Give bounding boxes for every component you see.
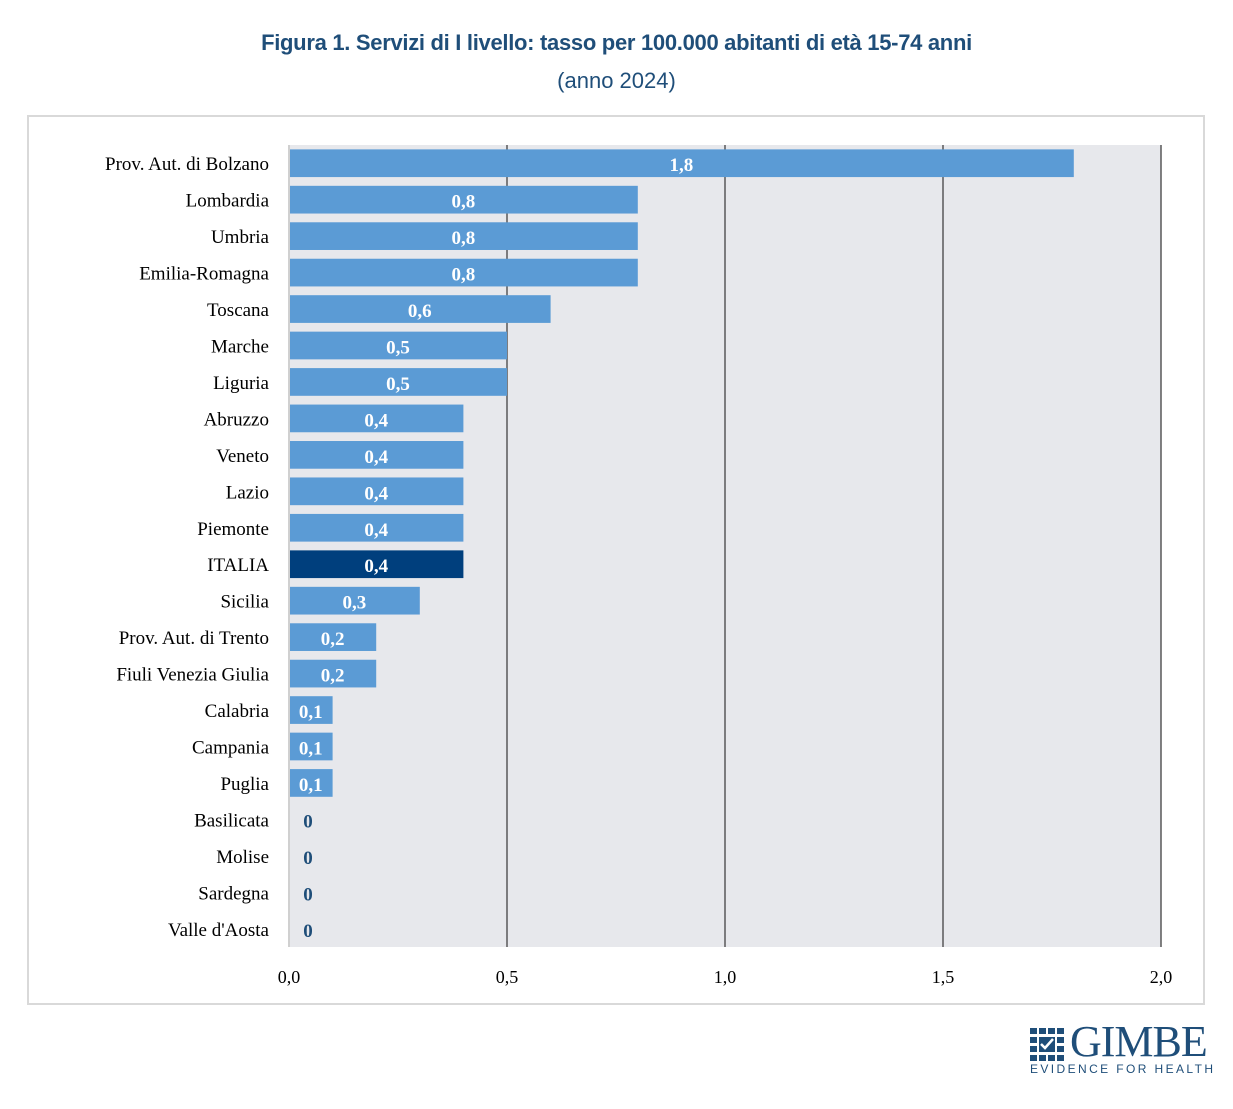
bar	[290, 295, 551, 323]
category-label: Campania	[192, 738, 270, 759]
bar	[290, 586, 420, 615]
chart-frame	[27, 115, 1205, 1005]
category-label: Toscana	[207, 300, 270, 321]
category-label: Piemonte	[197, 519, 269, 540]
x-tick-label: 1,5	[932, 967, 955, 987]
category-label: Marche	[211, 337, 269, 358]
value-label: 1,8	[670, 155, 694, 176]
category-label: Emilia-Romagna	[139, 264, 269, 285]
bar	[290, 659, 377, 688]
bar	[290, 149, 1074, 178]
category-label: Liguria	[213, 373, 269, 394]
x-axis-ticks: 0,0 0,5 1,0 1,5 2,0	[278, 967, 1173, 987]
value-label: 0,2	[321, 666, 345, 687]
value-label: 0,8	[452, 192, 476, 213]
value-label: 0,3	[343, 593, 367, 614]
value-label: 0,4	[364, 447, 388, 468]
value-label: 0	[303, 921, 313, 942]
value-label: 0,1	[299, 739, 323, 760]
bar	[290, 696, 333, 724]
value-label: 0,1	[299, 702, 323, 723]
value-label: 0,4	[364, 520, 388, 541]
category-label: Lombardia	[186, 191, 270, 212]
category-label: Umbria	[211, 227, 270, 248]
bar	[290, 441, 464, 469]
bar	[290, 331, 507, 360]
category-label: Prov. Aut. di Trento	[119, 628, 269, 649]
category-label: ITALIA	[207, 555, 269, 576]
category-label: Sicilia	[220, 592, 269, 613]
bar	[290, 368, 507, 396]
value-label: 0	[303, 811, 313, 832]
chart-title: Figura 1. Servizi di I livello: tasso pe…	[261, 30, 972, 55]
category-label: Puglia	[220, 774, 269, 795]
gridlines	[288, 145, 1162, 947]
x-tick-label: 0,5	[496, 967, 519, 987]
bar-italia	[290, 550, 464, 579]
category-label: Veneto	[216, 446, 269, 467]
category-label: Fiuli Venezia Giulia	[116, 665, 269, 686]
category-label: Calabria	[205, 701, 270, 722]
logo-tagline: EVIDENCE FOR HEALTH	[1030, 1062, 1216, 1076]
category-label: Sardegna	[198, 883, 269, 904]
bar	[290, 404, 464, 433]
value-label: 0,2	[321, 629, 345, 650]
bar	[290, 769, 333, 797]
value-label: 0	[303, 848, 313, 869]
category-label: Basilicata	[194, 810, 269, 831]
category-label: Prov. Aut. di Bolzano	[105, 154, 269, 175]
logo-name: GIMBE	[1070, 1017, 1208, 1066]
value-label: 0,1	[299, 775, 323, 796]
value-label: 0,4	[364, 556, 388, 577]
bar	[290, 222, 638, 250]
chart-subtitle: (anno 2024)	[557, 68, 676, 93]
category-label: Valle d'Aosta	[168, 920, 270, 941]
category-label: Abruzzo	[204, 409, 269, 430]
bar	[290, 513, 464, 542]
logo-grid-icon	[1030, 1028, 1064, 1061]
x-tick-label: 1,0	[714, 967, 737, 987]
value-label: 0,5	[386, 374, 410, 395]
value-label: 0,6	[408, 301, 432, 322]
bar	[290, 732, 333, 761]
value-labels: 1,8 0,8 0,8 0,8 0,6 0,5 0,5 0,4 0,4 0,4 0,4 0,4 0,3 0…	[299, 155, 693, 942]
x-tick-label: 2,0	[1150, 967, 1173, 987]
category-labels: Prov. Aut. di Bolzano Lombardia Umbria Emil…	[105, 154, 270, 941]
value-label: 0,4	[364, 483, 388, 504]
bars	[290, 149, 1074, 797]
value-label: 0,4	[364, 410, 388, 431]
value-label: 0	[303, 884, 313, 905]
bar	[290, 477, 464, 506]
value-label: 0,8	[452, 228, 476, 249]
category-label: Lazio	[226, 482, 269, 503]
gimbe-logo: GIMBE EVIDENCE FOR HEALTH	[1028, 1017, 1213, 1082]
value-label: 0,5	[386, 338, 410, 359]
bar	[290, 623, 377, 651]
category-label: Molise	[216, 847, 269, 868]
bar	[290, 258, 638, 287]
bar	[290, 185, 638, 214]
x-tick-label: 0,0	[278, 967, 301, 987]
value-label: 0,8	[452, 265, 476, 286]
